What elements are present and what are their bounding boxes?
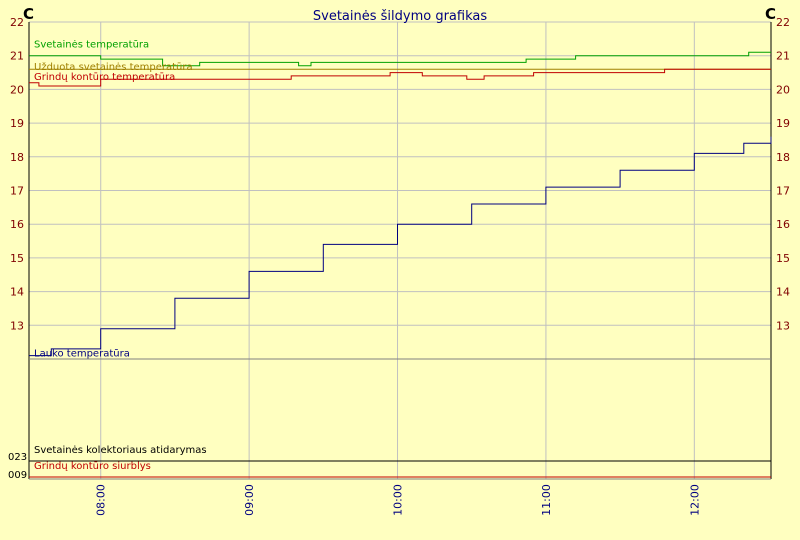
- binary-label: Grindų kontūro siurblys: [34, 461, 151, 472]
- x-tick-label: 12:00: [688, 484, 701, 516]
- series-label: Svetainės temperatūra: [34, 40, 149, 51]
- y-tick-label-right: 17: [776, 185, 790, 198]
- y-tick-label-left: 14: [10, 286, 24, 299]
- y-axis-ticks: 13 13 14 14 15 15 16 16 17 17 18 18 19 19 20 20 21 21 22 22: [10, 16, 790, 332]
- series-line: [29, 136, 772, 357]
- series-label: Lauko temperatūra: [34, 349, 130, 360]
- series-line: [29, 51, 771, 67]
- binary-label: Svetainės kolektoriaus atidarymas: [34, 445, 207, 456]
- y-tick-label-left: 15: [10, 252, 24, 265]
- y-tick-label-right: 18: [776, 151, 790, 164]
- binary-axis-label: 023: [8, 452, 27, 463]
- y-tick-label-left: 13: [10, 319, 24, 332]
- series-labels: Svetainės temperatūra Užduota svetainės t…: [34, 40, 193, 360]
- left-axis-unit: C: [23, 5, 34, 23]
- y-tick-label-left: 17: [10, 185, 24, 198]
- y-tick-label-right: 14: [776, 286, 790, 299]
- x-axis-ticks: 08:00 09:00 10:00 11:00 12:00: [95, 484, 702, 516]
- y-tick-label-left: 22: [10, 16, 24, 29]
- y-tick-label-right: 22: [776, 16, 790, 29]
- x-tick-label: 09:00: [243, 484, 256, 516]
- x-tick-label: 10:00: [392, 484, 405, 516]
- binary-series: Svetainės kolektoriaus atidarymas 023 Grin…: [8, 445, 771, 481]
- y-tick-label-right: 19: [776, 117, 790, 130]
- y-tick-label-left: 21: [10, 50, 24, 63]
- series-label: Grindų kontūro temperatūra: [34, 72, 175, 83]
- series-lines: [29, 51, 772, 357]
- y-tick-label-left: 16: [10, 218, 24, 231]
- y-tick-label-left: 18: [10, 151, 24, 164]
- y-tick-label-right: 20: [776, 83, 790, 96]
- binary-axis-label: 009: [8, 470, 27, 481]
- plot-frame: [28, 22, 772, 480]
- grid: [29, 21, 771, 479]
- right-axis-unit: C: [765, 5, 776, 23]
- y-tick-label-left: 19: [10, 117, 24, 130]
- y-tick-label-right: 13: [776, 319, 790, 332]
- x-tick-label: 11:00: [540, 484, 553, 516]
- y-tick-label-right: 15: [776, 252, 790, 265]
- series-label: Užduota svetainės temperatūra: [34, 61, 193, 73]
- x-tick-label: 08:00: [95, 484, 108, 516]
- series-line: [29, 68, 771, 87]
- chart-title: Svetainės šildymo grafikas: [313, 9, 487, 24]
- y-tick-label-left: 20: [10, 83, 24, 96]
- y-tick-label-right: 21: [776, 50, 790, 63]
- y-tick-label-right: 16: [776, 218, 790, 231]
